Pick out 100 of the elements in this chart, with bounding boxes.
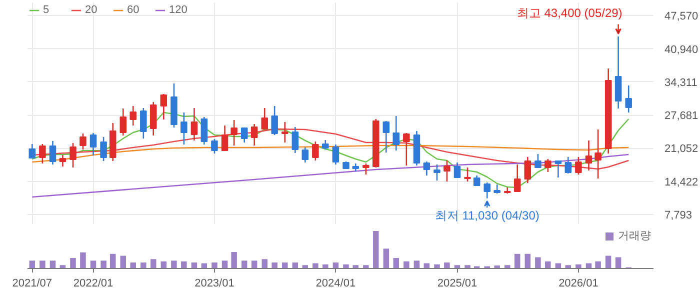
- candlestick: [625, 84, 632, 114]
- candlestick: [281, 121, 288, 144]
- candlestick: [271, 105, 278, 136]
- bar: [120, 256, 126, 268]
- bar: [150, 259, 156, 268]
- bar: [545, 261, 551, 268]
- candlestick: [392, 115, 400, 152]
- bar: [605, 256, 612, 268]
- candlestick: [423, 160, 430, 176]
- annotation: 최고 43,400 (05/29): [516, 6, 622, 20]
- candlestick: [90, 132, 97, 156]
- candlestick: [484, 182, 491, 199]
- candlestick: [434, 164, 440, 182]
- candlestick: [39, 143, 46, 164]
- bar: [282, 262, 288, 268]
- candlestick: [250, 123, 258, 146]
- bar: [80, 252, 86, 268]
- candlestick: [382, 120, 390, 154]
- y-tick-label: 27,681: [664, 110, 698, 122]
- legend-label: 60: [127, 4, 140, 16]
- bar: [404, 261, 410, 268]
- x-tick-label: 2025/01: [437, 278, 478, 289]
- candlestick: [120, 108, 127, 136]
- candlestick: [322, 139, 329, 150]
- bar: [444, 262, 450, 268]
- candlestick: [554, 160, 562, 178]
- line-series: [32, 154, 630, 198]
- candlestick: [140, 107, 147, 140]
- bar: [171, 260, 177, 268]
- candlestick: [261, 107, 268, 130]
- candlestick: [240, 127, 248, 144]
- y-tick-label: 14,422: [664, 176, 698, 188]
- candlestick: [444, 160, 450, 182]
- candlestick: [514, 164, 521, 192]
- bar: [251, 260, 258, 268]
- candlestick: [211, 138, 218, 154]
- x-tick-label: 2021/07: [12, 278, 52, 289]
- bar: [241, 260, 248, 268]
- annotation: 최저 11,030 (04/30): [434, 208, 540, 223]
- candlestick: [80, 132, 86, 150]
- candlestick: [464, 166, 471, 182]
- candlestick: [28, 143, 36, 159]
- candlestick: [230, 119, 238, 146]
- x-tick-label: 2023/01: [194, 278, 234, 289]
- bar: [70, 258, 76, 268]
- bar: [100, 260, 106, 268]
- candlestick: [200, 116, 208, 146]
- candlestick: [160, 93, 168, 120]
- bar: [130, 262, 136, 268]
- bar: [262, 259, 268, 268]
- y-tick-label: 34,311: [664, 76, 698, 89]
- bar: [140, 262, 146, 268]
- candlestick: [473, 174, 480, 186]
- candlestick: [544, 158, 552, 173]
- bar: [231, 252, 237, 268]
- candlestick: [454, 162, 461, 178]
- bar: [352, 265, 358, 268]
- bar: [383, 248, 390, 268]
- candlestick: [575, 156, 582, 176]
- candlestick: [594, 128, 602, 180]
- legend-label: 120: [169, 4, 188, 16]
- bar: [595, 261, 601, 268]
- bar: [181, 261, 187, 268]
- bar: [272, 262, 278, 268]
- candlestick: [312, 140, 319, 162]
- candlestick: [524, 156, 532, 184]
- bar: [50, 260, 56, 268]
- legend-label: 20: [85, 4, 98, 16]
- candlestick: [180, 112, 188, 146]
- candlestick: [130, 105, 136, 126]
- bar: [90, 260, 96, 268]
- x-tick-label: 2026/01: [558, 278, 598, 289]
- bar: [504, 265, 510, 268]
- y-tick-label: 7,793: [664, 210, 692, 222]
- bar: [535, 257, 541, 268]
- candlestick: [332, 144, 340, 166]
- candlestick: [221, 124, 228, 152]
- candlestick: [100, 136, 107, 162]
- bar: [222, 260, 228, 268]
- bar: [464, 265, 470, 268]
- bar: [393, 258, 400, 268]
- candlestick: [534, 153, 542, 169]
- candlestick: [585, 140, 592, 172]
- bar: [363, 265, 369, 268]
- candlestick: [292, 126, 299, 154]
- bar: [372, 231, 379, 268]
- legend-label: 5: [43, 4, 50, 16]
- bar: [414, 260, 420, 268]
- y-tick-label: 47,570: [664, 10, 698, 23]
- bar: [302, 265, 308, 268]
- x-tick-label: 2022/01: [73, 278, 114, 289]
- bar: [514, 254, 520, 268]
- bar: [110, 254, 116, 268]
- bar: [524, 254, 531, 268]
- y-tick-label: 21,052: [664, 143, 698, 156]
- candlestick: [190, 107, 198, 142]
- candlestick: [564, 156, 572, 174]
- candlestick: [59, 154, 66, 168]
- candlestick: [70, 142, 76, 168]
- candlestick: [150, 101, 157, 136]
